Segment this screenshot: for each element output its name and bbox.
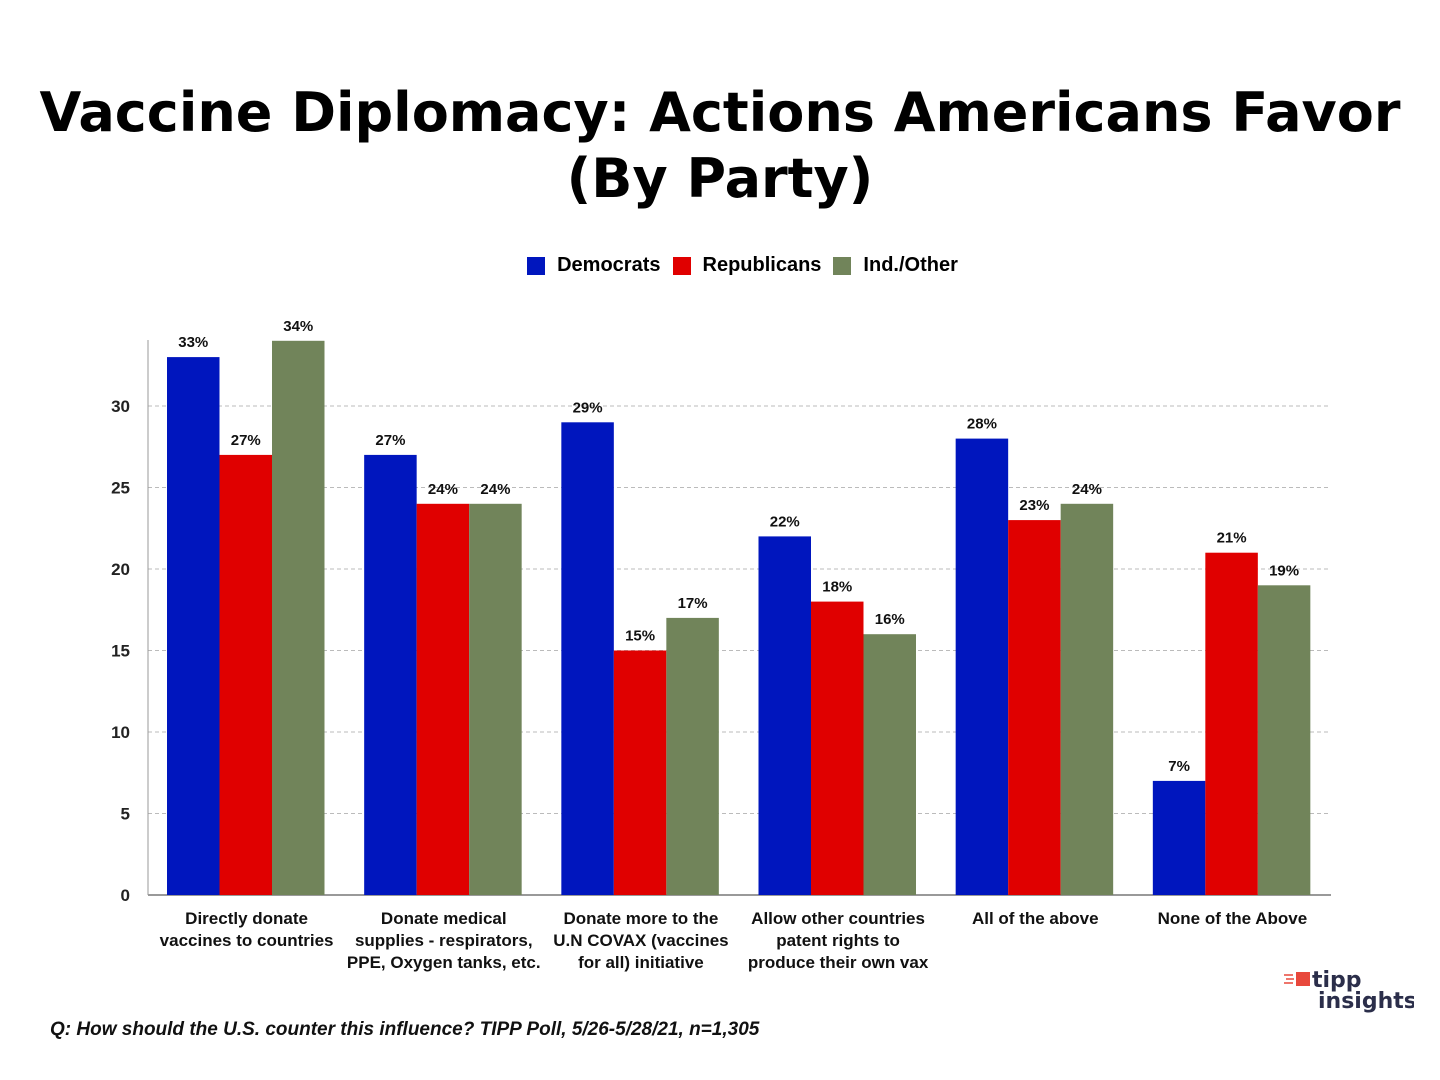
title-line: Vaccine Diplomacy: Actions Americans Fav… <box>39 81 1401 144</box>
bar-republicans <box>219 454 272 895</box>
x-category-label: patent rights to <box>776 931 900 950</box>
data-label: 27% <box>375 432 405 449</box>
x-category-label: Donate more to the <box>563 909 718 928</box>
legend-item-republicans: Republicans <box>672 254 822 277</box>
legend-label: Democrats <box>557 254 661 276</box>
bar-indother <box>666 617 719 895</box>
x-category-label: for all) initiative <box>578 953 704 972</box>
bar-indother <box>1257 585 1311 895</box>
y-tick-label: 25 <box>111 479 130 498</box>
y-tick-label: 15 <box>111 642 130 661</box>
y-tick-label: 30 <box>111 397 130 416</box>
legend-swatch <box>833 256 852 275</box>
bar-democrats <box>561 422 614 895</box>
data-label: 24% <box>1072 481 1102 498</box>
x-category-label: None of the Above <box>1158 909 1308 928</box>
x-category-label: Donate medical <box>381 909 507 928</box>
data-label: 18% <box>822 579 852 596</box>
legend: Democrats Republicans Ind./Other <box>0 254 1440 277</box>
x-category-label: PPE, Oxygen tanks, etc. <box>347 953 541 972</box>
data-label: 34% <box>283 318 313 335</box>
svg-text:tipp: tipp <box>1312 968 1362 993</box>
y-tick-label: 10 <box>111 723 130 742</box>
bar-republicans <box>811 601 864 895</box>
x-category-label: Directly donate <box>185 909 308 928</box>
bar-indother <box>469 503 522 895</box>
data-label: 33% <box>178 334 208 351</box>
bar-republicans <box>1205 552 1258 895</box>
y-tick-label: 5 <box>121 805 130 824</box>
data-label: 19% <box>1269 562 1299 579</box>
y-tick-label: 0 <box>121 886 130 905</box>
svg-text:insights: insights <box>1318 989 1414 1014</box>
x-category-label: vaccines to countries <box>160 931 334 950</box>
data-label: 7% <box>1168 758 1190 775</box>
data-label: 27% <box>231 432 261 449</box>
tipp-insights-logo: tipp insights <box>1284 968 1414 1014</box>
bar-republicans <box>1008 520 1061 895</box>
legend-swatch <box>672 256 691 275</box>
x-category-label: U.N COVAX (vaccines <box>553 931 728 950</box>
bar-indother <box>1060 503 1114 895</box>
x-category-label: supplies - respirators, <box>355 931 533 950</box>
legend-item-independents: Ind./Other <box>833 254 958 277</box>
x-category-label: All of the above <box>972 909 1099 928</box>
bar-democrats <box>758 536 811 895</box>
bar-republicans <box>416 503 470 895</box>
bar-democrats <box>955 438 1009 895</box>
legend-label: Ind./Other <box>863 254 958 276</box>
footer-question: Q: How should the U.S. counter this infl… <box>50 1019 760 1040</box>
data-label: 17% <box>678 595 708 612</box>
data-label: 16% <box>875 611 905 628</box>
data-label: 29% <box>573 399 603 416</box>
data-label: 24% <box>428 481 458 498</box>
chart-title: Vaccine Diplomacy: Actions Americans Fav… <box>0 80 1440 212</box>
data-label: 24% <box>480 481 510 498</box>
data-label: 23% <box>1019 497 1049 514</box>
bar-indother <box>272 340 325 895</box>
legend-label: Republicans <box>702 254 822 276</box>
data-label: 21% <box>1217 530 1247 547</box>
y-tick-label: 20 <box>111 560 130 579</box>
bar-democrats <box>364 454 417 895</box>
bar-republicans <box>613 650 667 895</box>
bar-democrats <box>1152 780 1206 895</box>
data-label: 15% <box>625 628 655 645</box>
bar-democrats <box>167 357 220 896</box>
data-label: 28% <box>967 416 997 433</box>
subtitle-line: (By Party) <box>566 147 874 210</box>
bar-indother <box>863 634 916 895</box>
legend-swatch <box>527 256 546 275</box>
data-label: 22% <box>770 513 800 530</box>
legend-item-democrats: Democrats <box>527 254 661 277</box>
x-category-label: Allow other countries <box>751 909 925 928</box>
x-category-label: produce their own vax <box>748 953 929 972</box>
